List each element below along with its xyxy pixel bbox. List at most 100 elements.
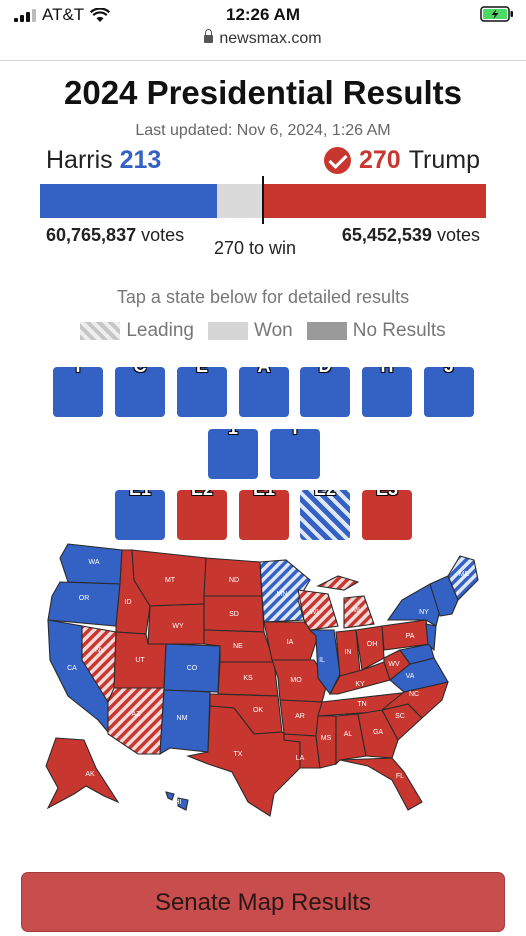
state-label: SC bbox=[395, 713, 405, 720]
state-fl[interactable] bbox=[339, 757, 423, 811]
state-label: PA bbox=[406, 633, 415, 640]
state-md[interactable] bbox=[399, 643, 435, 665]
state-ia[interactable] bbox=[263, 621, 319, 661]
electoral-bar-rep bbox=[261, 184, 486, 218]
state-label: WV bbox=[388, 661, 400, 668]
state-az[interactable] bbox=[107, 687, 165, 755]
state-label: KS bbox=[243, 675, 253, 682]
state-label: NM bbox=[177, 715, 188, 722]
state-tile-label: H bbox=[362, 367, 412, 377]
senate-map-results-button[interactable]: Senate Map Results bbox=[21, 872, 505, 932]
divider bbox=[0, 60, 526, 61]
state-label: CO bbox=[187, 665, 198, 672]
state-tile[interactable]: A bbox=[239, 367, 289, 417]
electoral-bar-dem bbox=[40, 184, 218, 218]
state-label: FL bbox=[396, 773, 404, 780]
state-nj[interactable] bbox=[425, 623, 437, 652]
district-tile[interactable]: E2 bbox=[300, 490, 350, 540]
state-me[interactable] bbox=[447, 555, 479, 601]
state-hi[interactable] bbox=[165, 791, 189, 811]
signal-icon bbox=[14, 8, 36, 22]
state-label: AZ bbox=[132, 711, 142, 718]
state-nm[interactable] bbox=[159, 689, 211, 756]
state-label: MS bbox=[321, 735, 332, 742]
state-tile[interactable]: C bbox=[115, 367, 165, 417]
state-label: SD bbox=[229, 611, 239, 618]
state-tile-label: 1 bbox=[208, 429, 258, 439]
trump-votes-word: votes bbox=[436, 225, 480, 245]
district-tile-label: E3 bbox=[362, 490, 412, 500]
state-tile[interactable]: E bbox=[177, 367, 227, 417]
electoral-bar-other bbox=[217, 184, 262, 218]
state-label: TX bbox=[234, 751, 243, 758]
address-bar[interactable]: newsmax.com bbox=[0, 29, 526, 48]
lock-icon bbox=[204, 29, 214, 43]
state-label: HI bbox=[175, 799, 182, 806]
legend-no-results-label: No Results bbox=[352, 320, 446, 341]
state-label: WA bbox=[88, 559, 99, 566]
candidate-harris-electoral: 213 bbox=[119, 146, 162, 174]
last-updated: Last updated: Nov 6, 2024, 1:26 AM bbox=[135, 122, 391, 139]
district-tile[interactable]: E3 bbox=[362, 490, 412, 540]
legend-leading-swatch bbox=[80, 322, 121, 340]
district-tile-label: E1 bbox=[239, 490, 289, 500]
state-new-england[interactable] bbox=[429, 575, 459, 617]
state-label: UT bbox=[135, 657, 145, 664]
status-bar: AT&T 12:26 AM bbox=[0, 0, 526, 34]
state-label: NE bbox=[233, 643, 243, 650]
state-tile-label: C bbox=[115, 367, 165, 377]
state-label: IN bbox=[345, 649, 352, 656]
state-tile[interactable]: D bbox=[300, 367, 350, 417]
state-tile[interactable]: J bbox=[424, 367, 474, 417]
harris-votes-word: votes bbox=[141, 225, 185, 245]
state-tile[interactable]: H bbox=[362, 367, 412, 417]
district-tile-label: E2 bbox=[177, 490, 227, 500]
candidate-harris-name: Harris bbox=[46, 146, 113, 174]
state-label: GA bbox=[373, 729, 383, 736]
candidate-trump-electoral: 270 bbox=[358, 146, 401, 174]
state-tile[interactable]: T bbox=[53, 367, 103, 417]
trump-popular-votes: 65,452,539 votes bbox=[342, 225, 480, 246]
legend-won: Won bbox=[207, 320, 293, 342]
carrier-name: AT&T bbox=[42, 5, 85, 24]
state-label: WY bbox=[172, 623, 184, 630]
district-tile[interactable]: E1 bbox=[239, 490, 289, 540]
harris-popular-votes: 60,765,837 votes bbox=[46, 225, 184, 246]
state-label: NV bbox=[95, 647, 105, 654]
state-mi[interactable] bbox=[316, 575, 375, 629]
state-nc[interactable] bbox=[381, 681, 449, 719]
winner-check-icon bbox=[323, 147, 351, 174]
state-or[interactable] bbox=[47, 581, 121, 627]
win-threshold-marker bbox=[262, 176, 264, 224]
state-wv[interactable] bbox=[383, 649, 411, 681]
state-label: MI bbox=[352, 607, 360, 614]
state-label: IA bbox=[287, 639, 294, 646]
state-label: MT bbox=[165, 577, 176, 584]
state-tx[interactable] bbox=[186, 705, 301, 817]
state-label: TN bbox=[357, 701, 366, 708]
state-al[interactable] bbox=[335, 713, 367, 766]
battery-charging-icon bbox=[480, 6, 513, 22]
state-tile-label: T bbox=[53, 367, 103, 377]
district-tile[interactable]: E2 bbox=[177, 490, 227, 540]
state-wi[interactable] bbox=[297, 589, 339, 631]
state-label: OK bbox=[253, 707, 263, 714]
state-tile-label: D bbox=[300, 367, 350, 377]
state-label: OR bbox=[79, 595, 90, 602]
legend-no-results-swatch bbox=[306, 322, 347, 340]
state-ms[interactable] bbox=[315, 715, 337, 769]
candidate-trump: 270 Trump bbox=[323, 146, 480, 175]
electoral-progress-bar bbox=[40, 184, 486, 218]
district-tile[interactable]: E1 bbox=[115, 490, 165, 540]
url-text: newsmax.com bbox=[219, 30, 322, 47]
state-tile[interactable]: 1 bbox=[208, 429, 258, 479]
state-label: IL bbox=[319, 657, 325, 664]
state-mn[interactable] bbox=[259, 559, 311, 623]
state-label: VA bbox=[406, 673, 415, 680]
state-label: ID bbox=[125, 599, 132, 606]
state-ak[interactable] bbox=[45, 737, 120, 810]
state-tile[interactable]: I bbox=[270, 429, 320, 479]
map-legend: Leading Won No Results bbox=[0, 320, 526, 342]
state-label: MO bbox=[290, 677, 302, 684]
